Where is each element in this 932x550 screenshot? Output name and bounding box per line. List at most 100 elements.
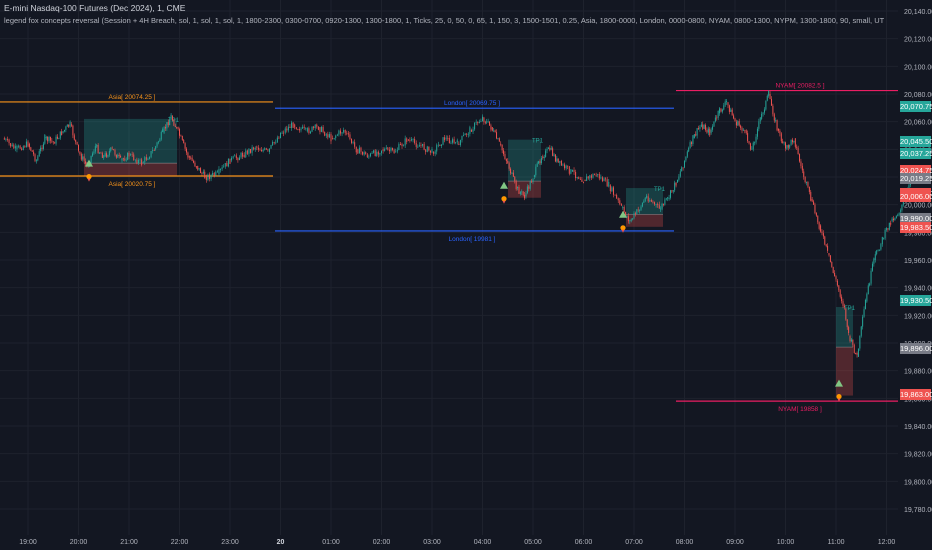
- candle-body: [404, 138, 406, 146]
- price-tick-label[interactable]: 19,920.00: [904, 313, 932, 320]
- candle-body: [730, 109, 732, 112]
- time-tick-label[interactable]: 01:00: [322, 539, 340, 546]
- candle-body: [305, 127, 307, 129]
- time-tick-label[interactable]: 19:00: [19, 539, 37, 546]
- price-tick-label[interactable]: 19,940.00: [904, 286, 932, 293]
- flame-icon: [621, 229, 625, 233]
- candle-body: [484, 121, 486, 123]
- time-tick-label[interactable]: 21:00: [120, 539, 138, 546]
- candle-body: [417, 146, 419, 148]
- candle-body: [632, 218, 634, 220]
- price-tick-label[interactable]: 19,840.00: [904, 424, 932, 431]
- candle-body: [641, 202, 643, 207]
- time-tick-label[interactable]: 20: [277, 539, 285, 546]
- time-tick-label[interactable]: 07:00: [625, 539, 643, 546]
- candle-body: [508, 163, 510, 169]
- candle-body: [97, 145, 99, 154]
- candle-body: [777, 128, 779, 131]
- candle-body: [218, 169, 220, 175]
- time-tick-label[interactable]: 12:00: [878, 539, 896, 546]
- candle-body: [475, 122, 477, 123]
- candle-body: [900, 210, 902, 212]
- candle-body: [127, 152, 129, 160]
- candle-body: [693, 134, 695, 139]
- time-tick-label[interactable]: 23:00: [221, 539, 239, 546]
- candle-body: [273, 142, 275, 143]
- time-tick-label[interactable]: 11:00: [828, 539, 845, 546]
- price-tick-label[interactable]: 20,060.00: [904, 120, 932, 127]
- candle-body: [82, 156, 84, 160]
- price-tick-label[interactable]: 20,140.00: [904, 9, 932, 16]
- price-tick-label[interactable]: 19,800.00: [904, 479, 932, 486]
- time-tick-label[interactable]: 22:00: [171, 539, 189, 546]
- candle-body: [179, 129, 180, 136]
- candle-body: [552, 148, 554, 156]
- price-axis[interactable]: 19,780.00 19,800.00 19,820.00 19,840.00 19,8…: [904, 9, 932, 514]
- candle-body: [322, 126, 324, 132]
- candle-body: [538, 161, 540, 164]
- candle-body: [727, 102, 729, 106]
- candle-body: [125, 159, 127, 161]
- candle-body: [54, 142, 56, 144]
- candle-body: [363, 152, 365, 155]
- time-tick-label[interactable]: 02:00: [373, 539, 391, 546]
- price-tick-label[interactable]: 20,000.00: [904, 203, 932, 210]
- time-tick-label[interactable]: 04:00: [474, 539, 492, 546]
- candle-body: [747, 133, 749, 142]
- candle-body: [490, 125, 492, 130]
- candle-body: [519, 192, 521, 194]
- price-tick-label[interactable]: 20,080.00: [904, 92, 932, 99]
- candle-body: [649, 200, 651, 202]
- candle-body: [609, 185, 611, 192]
- candle-body: [180, 135, 182, 137]
- indicator-legend[interactable]: legend fox concepts reversal (Session + …: [4, 16, 884, 25]
- price-tick-label[interactable]: 19,860.00: [904, 396, 932, 403]
- candle-body: [38, 151, 40, 157]
- time-tick-label[interactable]: 05:00: [524, 539, 542, 546]
- price-tick-label[interactable]: 19,780.00: [904, 507, 932, 514]
- candle-body: [773, 114, 775, 121]
- candle-body: [195, 166, 197, 168]
- candle-body: [521, 191, 523, 193]
- candle-body: [245, 150, 247, 158]
- candle-body: [556, 158, 558, 162]
- candle-body: [234, 155, 236, 157]
- time-tick-label[interactable]: 20:00: [70, 539, 88, 546]
- price-tick-label[interactable]: 19,880.00: [904, 369, 932, 376]
- candle-body: [780, 133, 782, 142]
- candle-body: [45, 136, 47, 139]
- candle-body: [70, 124, 72, 126]
- candle-body: [313, 126, 315, 129]
- time-tick-label[interactable]: 08:00: [676, 539, 694, 546]
- candle-body: [403, 145, 405, 147]
- candle-body: [136, 159, 138, 164]
- candle-body: [336, 134, 338, 136]
- candle-body: [177, 127, 179, 130]
- candle-body: [96, 145, 98, 147]
- candle-body: [35, 160, 37, 162]
- time-tick-label[interactable]: 06:00: [575, 539, 593, 546]
- candle-body: [646, 195, 648, 198]
- time-tick-label[interactable]: 10:00: [777, 539, 795, 546]
- flame-icon: [502, 200, 506, 204]
- candle-body: [862, 316, 864, 327]
- price-tick-label[interactable]: 20,100.00: [904, 64, 932, 71]
- time-axis[interactable]: 19:00 20:00 21:00 22:00 23:00 20 01:00 02:00 03:…: [19, 539, 895, 546]
- time-tick-label[interactable]: 03:00: [423, 539, 441, 546]
- candle-body: [261, 149, 263, 152]
- price-tick-label[interactable]: 19,960.00: [904, 258, 932, 265]
- price-tick-label[interactable]: 20,120.00: [904, 37, 932, 44]
- candle-body: [469, 127, 471, 134]
- candle-body: [696, 128, 698, 136]
- candle-body: [667, 197, 669, 199]
- price-tick-label[interactable]: 19,820.00: [904, 452, 932, 459]
- candle-body: [231, 157, 233, 161]
- stop-loss-zone: [626, 214, 663, 227]
- price-tick-label[interactable]: 19,980.00: [904, 230, 932, 237]
- candle-body: [639, 209, 641, 211]
- time-tick-label[interactable]: 09:00: [726, 539, 744, 546]
- candle-body: [366, 154, 368, 158]
- candle-body: [339, 130, 341, 134]
- candle-body: [240, 152, 242, 158]
